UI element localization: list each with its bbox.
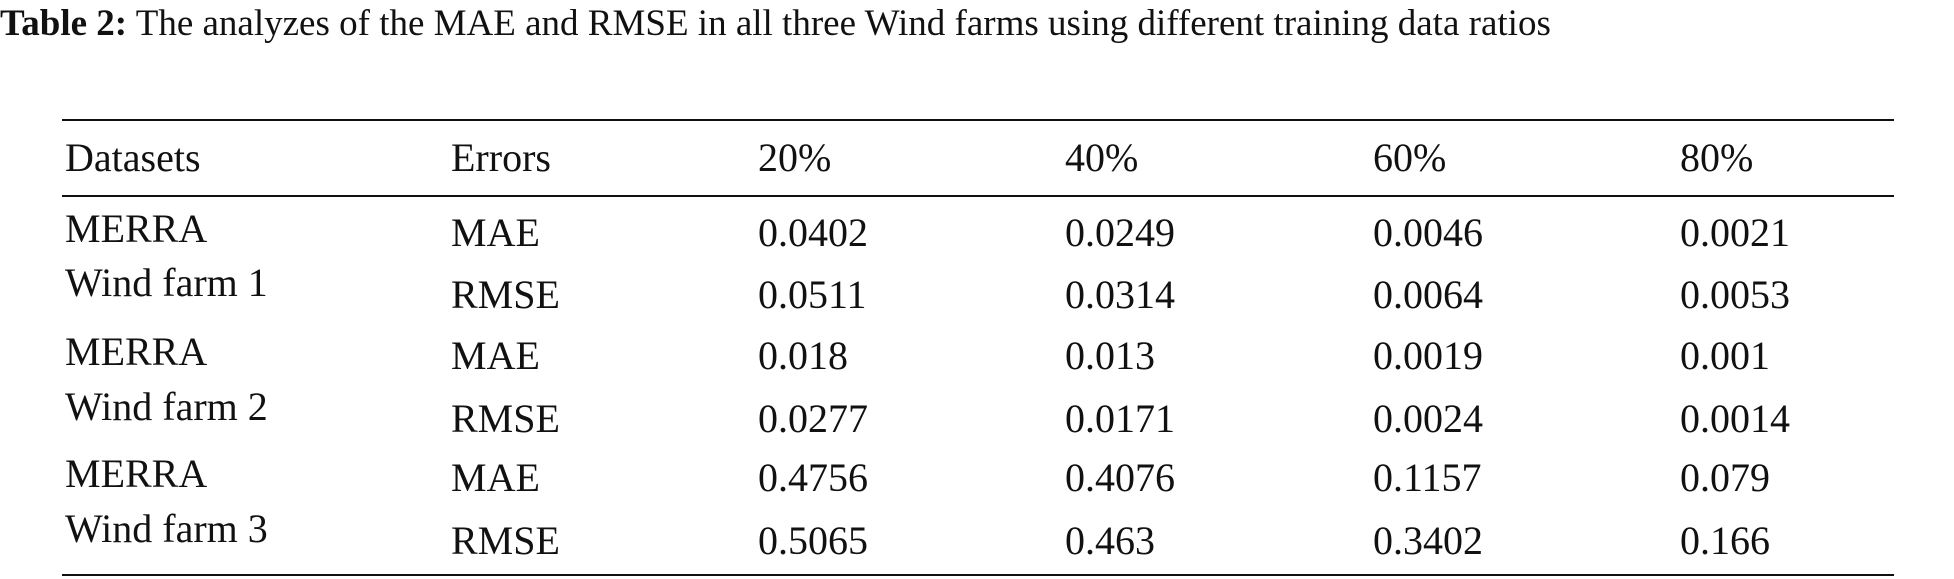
value-cell: 0.0402 bbox=[758, 210, 868, 255]
header-cell: 80% bbox=[1680, 135, 1754, 180]
dataset-line: MERRA bbox=[65, 451, 208, 496]
value-cell: 0.3402 bbox=[1373, 518, 1483, 563]
value-cell: 0.013 bbox=[1065, 333, 1155, 378]
dataset-line: MERRA bbox=[65, 329, 208, 374]
value-cell: 0.0277 bbox=[758, 396, 868, 441]
error-cell: MAE bbox=[451, 210, 540, 255]
header-cell: Errors bbox=[451, 135, 551, 180]
top-rule bbox=[62, 119, 1894, 121]
error-cell: RMSE bbox=[451, 518, 560, 563]
dataset-line: Wind farm 3 bbox=[65, 506, 268, 551]
value-cell: 0.0249 bbox=[1065, 210, 1175, 255]
value-cell: 0.0064 bbox=[1373, 272, 1483, 317]
value-cell: 0.0021 bbox=[1680, 210, 1790, 255]
header-cell: 60% bbox=[1373, 135, 1447, 180]
value-cell: 0.0511 bbox=[758, 272, 867, 317]
header-cell: 40% bbox=[1065, 135, 1139, 180]
value-cell: 0.5065 bbox=[758, 518, 868, 563]
dataset-line: Wind farm 1 bbox=[65, 260, 268, 305]
header-rule bbox=[62, 195, 1894, 197]
value-cell: 0.463 bbox=[1065, 518, 1155, 563]
value-cell: 0.018 bbox=[758, 333, 848, 378]
value-cell: 0.079 bbox=[1680, 455, 1770, 500]
caption-text: The analyzes of the MAE and RMSE in all … bbox=[135, 3, 1551, 44]
value-cell: 0.4076 bbox=[1065, 455, 1175, 500]
value-cell: 0.0314 bbox=[1065, 272, 1175, 317]
value-cell: 0.0053 bbox=[1680, 272, 1790, 317]
value-cell: 0.4756 bbox=[758, 455, 868, 500]
error-cell: MAE bbox=[451, 455, 540, 500]
error-cell: RMSE bbox=[451, 272, 560, 317]
header-cell: Datasets bbox=[65, 135, 201, 180]
value-cell: 0.1157 bbox=[1373, 455, 1482, 500]
value-cell: 0.0019 bbox=[1373, 333, 1483, 378]
value-cell: 0.0046 bbox=[1373, 210, 1483, 255]
value-cell: 0.001 bbox=[1680, 333, 1770, 378]
header-cell: 20% bbox=[758, 135, 832, 180]
dataset-line: Wind farm 2 bbox=[65, 384, 268, 429]
value-cell: 0.0171 bbox=[1065, 396, 1175, 441]
caption: Table 2: The analyzes of the MAE and RMS… bbox=[0, 2, 1950, 46]
caption-label: Table 2: bbox=[0, 3, 128, 44]
bottom-rule bbox=[62, 574, 1894, 576]
value-cell: 0.0024 bbox=[1373, 396, 1483, 441]
error-cell: RMSE bbox=[451, 396, 560, 441]
dataset-line: MERRA bbox=[65, 206, 208, 251]
error-cell: MAE bbox=[451, 333, 540, 378]
value-cell: 0.166 bbox=[1680, 518, 1770, 563]
value-cell: 0.0014 bbox=[1680, 396, 1790, 441]
